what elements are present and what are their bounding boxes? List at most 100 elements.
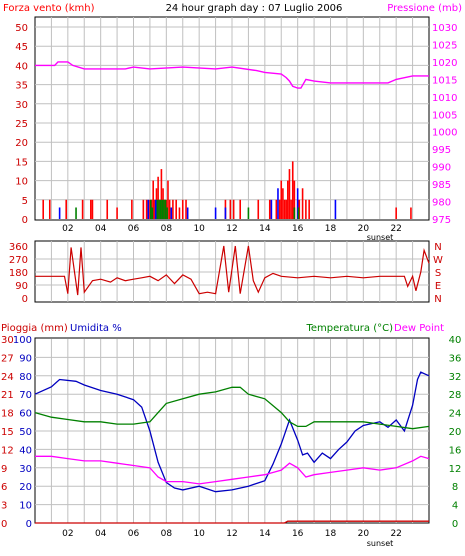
dewpoint-axis-label: Dew Point [394,323,444,334]
wind-x-tick-label: 18 [325,224,337,234]
axis-labels: 0510152025303540455097598098599099510001… [1,23,461,539]
pressure-y-tick-label: 1010 [432,93,457,104]
temperature-y-tick-label: 24 [449,409,462,420]
wind-x-tick-label: 22 [390,224,401,234]
compass-label: E [435,281,441,292]
rain-y-tick-label: 3 [1,501,7,512]
compass-label: N [434,294,441,305]
wind-axis-label: Forza vento (kmh) [3,3,95,14]
temperature-y-tick-label: 16 [449,445,462,456]
rain-y-tick-label: 0 [1,519,7,530]
wind-x-tick-label: 12 [226,224,237,234]
dir-y-tick-label: 90 [15,281,28,292]
climate-panel [34,371,430,524]
pressure-y-tick-label: 1000 [432,128,457,139]
temperature-axis-label: Temperatura (°C) [305,323,393,334]
wind-y-tick-label: 40 [15,61,28,72]
pressure-y-tick-label: 1005 [432,110,457,121]
pressure-y-tick-label: 995 [432,145,451,156]
humidity-y-tick-label: 40 [19,445,32,456]
pressure-y-tick-label: 1015 [432,75,457,86]
wind-y-tick-label: 45 [15,42,28,53]
rain-y-tick-label: 18 [1,409,14,420]
wind-y-tick-label: 25 [15,119,28,130]
humidity-y-tick-label: 0 [26,519,32,530]
wind-y-tick-label: 0 [22,215,28,226]
climate-x-tick-label: 10 [193,529,205,539]
rain-line [35,520,429,524]
pressure-y-tick-label: 985 [432,180,451,191]
rain-y-tick-label: 21 [1,390,14,401]
direction-panel [35,245,430,296]
rain-y-tick-label: 15 [1,427,14,438]
temperature-y-tick-label: 4 [452,501,458,512]
rain-y-tick-label: 30 [1,335,14,346]
temperature-line [34,386,430,430]
climate-x-tick-label: 06 [128,529,140,539]
temperature-y-tick-label: 0 [452,519,458,530]
temperature-y-tick-label: 12 [449,464,462,475]
humidity-y-tick-label: 60 [19,409,32,420]
dewpoint-line [35,455,430,485]
rain-y-tick-label: 27 [1,353,14,364]
pressure-y-tick-label: 980 [432,198,451,209]
dir-y-tick-label: 360 [9,242,28,253]
rain-y-tick-label: 24 [1,372,14,383]
wind-y-tick-label: 20 [15,138,28,149]
rain-y-tick-label: 12 [1,445,14,456]
humidity-y-tick-label: 10 [19,501,32,512]
climate-x-tick-label: 08 [161,529,173,539]
wind-x-tick-label: 08 [161,224,173,234]
humidity-y-tick-label: 100 [13,335,32,346]
climate-x-tick-label: 16 [292,529,304,539]
wind-x-tick-label: 20 [358,224,370,234]
pressure-y-tick-label: 975 [432,215,451,226]
wind-x-tick-label: 06 [128,224,140,234]
temperature-y-tick-label: 28 [449,390,462,401]
sunset-label-bottom: sunset [367,539,394,548]
compass-label: S [435,268,441,279]
humidity-y-tick-label: 20 [19,482,32,493]
rain-axis-label: Pioggia (mm) [1,323,68,334]
sunset-label-top: sunset [367,233,394,242]
wind-y-tick-label: 10 [15,177,28,188]
temperature-y-tick-label: 8 [452,482,458,493]
wind-x-tick-label: 02 [62,224,73,234]
climate-x-tick-label: 20 [358,529,370,539]
climate-x-tick-label: 02 [62,529,73,539]
pressure-y-tick-label: 1030 [432,23,457,34]
humidity-axis-label: Umidita % [70,323,122,334]
wind-panel [35,61,429,219]
temperature-y-tick-label: 36 [449,353,462,364]
dir-y-tick-label: 270 [9,255,28,266]
pressure-y-tick-label: 1020 [432,58,457,69]
pressure-axis-label: Pressione (mb) [387,3,462,14]
chart-title: 24 hour graph day : 07 Luglio 2006 [166,3,343,14]
climate-x-tick-label: 12 [226,529,237,539]
compass-label: N [434,242,441,253]
humidity-y-tick-label: 80 [19,372,32,383]
wind-x-tick-label: 14 [259,224,271,234]
pressure-y-tick-label: 1025 [432,40,457,51]
pressure-y-tick-label: 990 [432,163,451,174]
grid-layer [35,17,429,523]
rain-y-tick-label: 6 [1,482,7,493]
wind-x-tick-label: 16 [292,224,304,234]
climate-x-tick-label: 18 [325,529,337,539]
climate-x-tick-label: 14 [259,529,271,539]
humidity-y-tick-label: 70 [19,390,32,401]
rain-y-tick-label: 9 [1,464,7,475]
temperature-y-tick-label: 20 [449,427,462,438]
pressure-line [35,61,429,89]
climate-x-tick-label: 04 [95,529,107,539]
wind-y-tick-label: 15 [15,157,28,168]
humidity-y-tick-label: 90 [19,353,32,364]
wind-y-tick-label: 5 [22,196,28,207]
wind-x-tick-label: 10 [193,224,205,234]
wind-x-tick-label: 04 [95,224,107,234]
compass-label: W [433,255,443,266]
wind-y-tick-label: 35 [15,81,28,92]
wind-y-tick-label: 50 [15,23,28,34]
humidity-y-tick-label: 30 [19,464,32,475]
